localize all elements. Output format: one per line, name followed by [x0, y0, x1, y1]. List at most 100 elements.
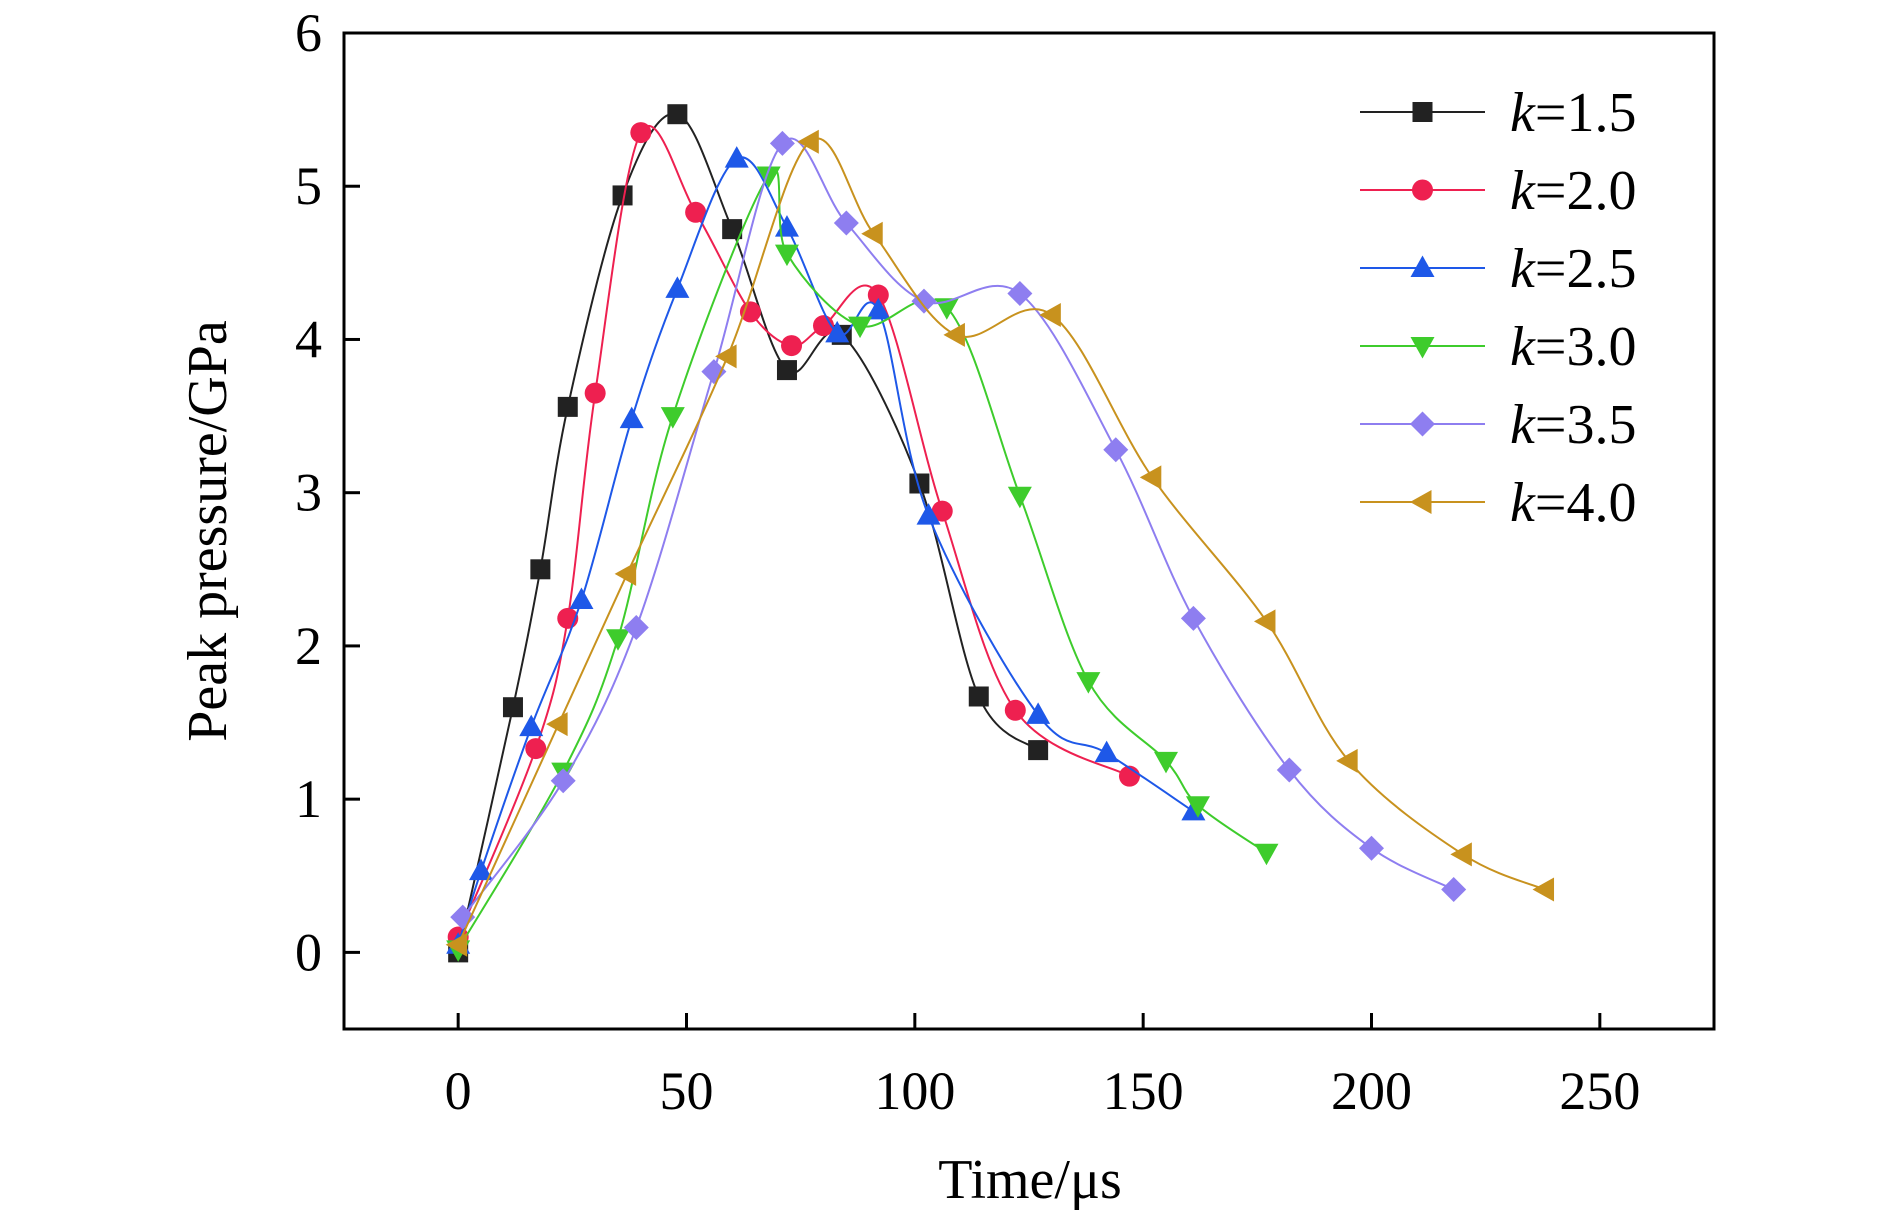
x-tick-label: 100: [874, 1061, 955, 1121]
legend-label-value: =3.5: [1535, 394, 1637, 456]
series-group: [445, 104, 1555, 963]
data-point: [867, 284, 889, 306]
legend-label: k=2.0: [1510, 160, 1636, 222]
legend-item: k=1.5: [1360, 82, 1636, 144]
data-point: [769, 130, 795, 156]
data-point: [1359, 835, 1384, 861]
legend-label-variable: k: [1510, 394, 1536, 456]
data-point: [1004, 699, 1026, 721]
data-point: [569, 587, 594, 609]
y-tick-label: 2: [295, 616, 322, 676]
data-point: [1094, 740, 1119, 763]
legend-marker: [1410, 490, 1432, 514]
data-point: [630, 122, 652, 144]
series-line: [461, 137, 1455, 918]
x-tick-label: 250: [1559, 1061, 1640, 1121]
data-point: [525, 738, 547, 760]
legend-label: k=3.5: [1510, 394, 1636, 456]
legend-item: k=2.5: [1360, 238, 1636, 300]
data-point: [1026, 702, 1051, 724]
data-point: [667, 104, 688, 125]
data-point: [1254, 843, 1279, 866]
data-point: [774, 215, 799, 237]
data-point: [623, 615, 649, 641]
data-point: [861, 221, 883, 246]
legend-label-variable: k: [1510, 238, 1536, 300]
series-k1-5: [448, 104, 1049, 963]
x-tick-label: 150: [1103, 1061, 1184, 1121]
data-point: [1276, 757, 1302, 783]
series-line: [457, 156, 1194, 945]
legend: k=1.5k=2.0k=2.5k=3.0k=3.5k=4.0: [1360, 82, 1636, 534]
legend-label: k=1.5: [1510, 82, 1636, 144]
data-point: [916, 503, 941, 525]
legend-item: k=2.0: [1360, 160, 1636, 222]
data-point: [1139, 465, 1162, 490]
legend-label-value: =2.0: [1535, 160, 1637, 222]
data-point: [1253, 609, 1276, 634]
data-point: [911, 288, 937, 314]
legend-marker: [1410, 337, 1435, 359]
data-point: [1180, 605, 1206, 631]
legend-label-variable: k: [1510, 472, 1536, 534]
data-point: [1185, 796, 1210, 818]
data-point: [781, 335, 803, 357]
data-point: [1450, 842, 1472, 867]
series-k3-5: [450, 130, 1467, 930]
data-point: [614, 561, 637, 586]
data-point: [1441, 877, 1467, 903]
data-point: [774, 244, 799, 267]
data-point: [866, 297, 891, 320]
legend-label: k=2.5: [1510, 238, 1636, 300]
plot-frame: [342, 31, 1716, 1031]
data-point: [530, 559, 551, 580]
data-point: [1336, 748, 1358, 773]
data-point: [1007, 280, 1033, 306]
data-point: [1076, 672, 1101, 694]
data-point: [1028, 740, 1049, 761]
data-point: [612, 185, 633, 206]
y-tick-label: 0: [295, 922, 322, 982]
data-point: [701, 359, 727, 385]
legend-label-variable: k: [1510, 82, 1536, 144]
legend-marker: [1412, 102, 1433, 122]
data-point: [550, 768, 576, 794]
y-tick-label: 5: [295, 156, 322, 216]
legend-marker: [1412, 179, 1433, 201]
series-line: [457, 169, 1268, 950]
legend-label-variable: k: [1510, 316, 1536, 378]
legend-label-value: =3.0: [1535, 316, 1637, 378]
data-point: [931, 500, 953, 522]
data-point: [825, 320, 850, 343]
data-point: [968, 686, 989, 707]
y-tick-label: 6: [295, 3, 322, 63]
legend-label-value: =1.5: [1535, 82, 1637, 144]
data-point: [833, 210, 859, 236]
data-point: [660, 407, 685, 429]
x-tick-label: 0: [445, 1061, 472, 1121]
data-point: [665, 276, 690, 298]
y-tick-label: 3: [295, 463, 322, 523]
legend-marker: [1410, 411, 1435, 437]
data-point: [502, 697, 523, 718]
data-point: [619, 406, 644, 429]
data-point: [1154, 751, 1178, 774]
data-point: [546, 712, 568, 737]
data-point: [848, 316, 873, 339]
data-point: [1039, 302, 1061, 327]
data-point: [584, 382, 606, 404]
data-point: [519, 714, 544, 737]
data-point: [1532, 877, 1555, 902]
legend-label-variable: k: [1510, 160, 1536, 222]
data-point: [797, 129, 819, 154]
y-axis-title: Peak pressure/GPa: [177, 320, 239, 742]
legend-label-value: =2.5: [1535, 238, 1637, 300]
series-k2-5: [446, 146, 1206, 954]
y-tick-label: 4: [295, 309, 322, 369]
y-tick-label: 1: [295, 769, 322, 829]
data-point: [943, 322, 965, 347]
data-point: [715, 344, 737, 369]
data-point: [469, 858, 493, 881]
data-point: [1103, 437, 1129, 463]
